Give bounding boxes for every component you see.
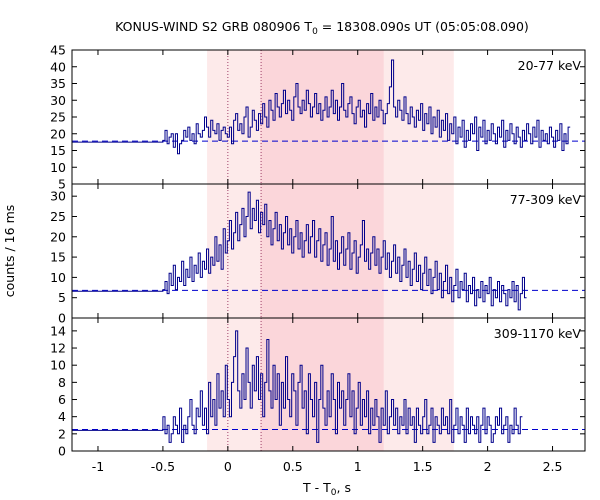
y-tick-label: 30 bbox=[50, 93, 66, 108]
y-tick-label: 25 bbox=[50, 209, 66, 224]
shaded-interval-2 bbox=[260, 318, 384, 451]
shaded-interval-2 bbox=[260, 184, 384, 318]
y-tick-label: 20 bbox=[50, 126, 66, 141]
y-tick-label: 8 bbox=[58, 375, 66, 390]
x-tick-label: 2.5 bbox=[543, 459, 563, 474]
panel-frame bbox=[71, 317, 586, 452]
x-tick-label: -0.5 bbox=[151, 459, 175, 474]
light-curve-series bbox=[72, 59, 571, 155]
y-tick-label: 5 bbox=[58, 177, 66, 192]
y-tick-label: 10 bbox=[50, 160, 66, 175]
light-curve-series bbox=[72, 191, 527, 311]
y-tick-label: 0 bbox=[58, 444, 66, 459]
y-tick-label: 40 bbox=[50, 59, 66, 74]
y-tick-label: 15 bbox=[50, 143, 66, 158]
y-tick-label: 20 bbox=[50, 229, 66, 244]
y-axis-label: counts / 16 ms bbox=[2, 205, 17, 298]
x-tick-label: 1 bbox=[354, 459, 362, 474]
panel-energy-label: 309-1170 keV bbox=[494, 326, 582, 341]
y-tick-label: 35 bbox=[50, 76, 66, 91]
x-tick-label: 2 bbox=[484, 459, 492, 474]
light-curve-series bbox=[72, 330, 523, 443]
x-tick-label: 1.5 bbox=[413, 459, 433, 474]
y-tick-label: 25 bbox=[50, 110, 66, 125]
y-tick-label: 6 bbox=[58, 392, 66, 407]
panel-energy-label: 20-77 keV bbox=[518, 58, 582, 73]
y-tick-label: 30 bbox=[50, 189, 66, 204]
x-tick-label: 0 bbox=[224, 459, 232, 474]
panel-2: 0 5 10 15 20 25 30 77-309 keV bbox=[50, 183, 586, 326]
panel-energy-label: 77-309 keV bbox=[510, 192, 582, 207]
chart-title: KONUS-WIND S2 GRB 080906 T0 = 18308.090s… bbox=[115, 19, 529, 37]
y-tick-label: 4 bbox=[58, 409, 66, 424]
y-tick-label: 15 bbox=[50, 250, 66, 265]
y-tick-label: 10 bbox=[50, 358, 66, 373]
x-axis-label: T - T0, s bbox=[302, 480, 351, 498]
y-tick-label: 2 bbox=[58, 426, 66, 441]
y-tick-label: 45 bbox=[50, 43, 66, 58]
panel-3: 0 2 4 6 8 10 12 14 309-1170 keV bbox=[50, 317, 586, 459]
y-tick-label: 12 bbox=[50, 341, 66, 356]
y-tick-label: 0 bbox=[58, 311, 66, 326]
y-tick-label: 14 bbox=[50, 323, 66, 338]
y-tick-label: 5 bbox=[58, 290, 66, 305]
x-tick-label: 0.5 bbox=[283, 459, 303, 474]
x-tick-label: -1 bbox=[92, 459, 104, 474]
y-tick-label: 10 bbox=[50, 270, 66, 285]
